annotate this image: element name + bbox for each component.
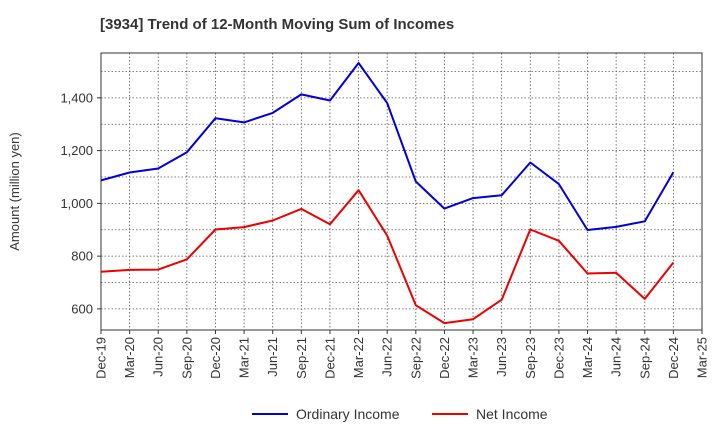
- y-ticks: 600 800 1,000 1,200 1,400: [60, 90, 101, 316]
- x-tick-label: Dec-20: [208, 337, 223, 379]
- x-tick-label: Mar-21: [237, 337, 252, 378]
- x-tick-label: Mar-24: [580, 337, 595, 378]
- grid-lines: [101, 53, 702, 330]
- x-tick-label: Jun-24: [609, 337, 624, 377]
- chart-title: [3934] Trend of 12-Month Moving Sum of I…: [100, 16, 455, 33]
- legend-swatch-net-income: [432, 413, 468, 415]
- x-tick-label: Jun-21: [265, 337, 280, 377]
- y-axis-label: Amount (million yen): [7, 132, 22, 251]
- x-tick-label: Mar-20: [122, 337, 137, 378]
- x-tick-label: Sep-23: [523, 337, 538, 379]
- x-tick-label: Mar-25: [695, 337, 710, 378]
- plot-frame: [100, 52, 703, 331]
- x-tick-label: Dec-24: [666, 337, 681, 379]
- y-tick-label: 1,000: [60, 196, 93, 211]
- legend-label-ordinary-income: Ordinary Income: [296, 406, 400, 422]
- x-tick-label: Dec-19: [94, 337, 109, 379]
- x-tick-label: Jun-20: [151, 337, 166, 377]
- legend-item-ordinary-income: Ordinary Income: [252, 406, 399, 422]
- x-tick-label: Dec-22: [437, 337, 452, 379]
- series-lines: [100, 62, 675, 325]
- y-tick-label: 800: [71, 249, 93, 264]
- x-tick-label: Dec-23: [551, 337, 566, 379]
- x-tick-label: Sep-24: [637, 337, 652, 379]
- legend: Ordinary Income Net Income: [0, 400, 720, 430]
- x-tick-label: Mar-22: [351, 337, 366, 378]
- x-tick-label: Dec-21: [322, 337, 337, 379]
- y-tick-label: 1,400: [60, 90, 93, 105]
- y-tick-label: 600: [71, 301, 93, 316]
- x-tick-label: Jun-23: [494, 337, 509, 377]
- legend-item-net-income: Net Income: [432, 406, 548, 422]
- x-tick-label: Sep-20: [179, 337, 194, 379]
- series-line-net-income: [100, 189, 675, 325]
- x-tick-label: Mar-23: [466, 337, 481, 378]
- x-tick-label: Sep-22: [408, 337, 423, 379]
- x-tick-label: Jun-22: [380, 337, 395, 377]
- x-ticks: Dec-19 Mar-20 Jun-20 Sep-20 Dec-20 Mar-21 Jun-…: [94, 330, 710, 379]
- legend-swatch-ordinary-income: [252, 413, 288, 415]
- x-tick-label: Sep-21: [294, 337, 309, 379]
- y-tick-label: 1,200: [60, 143, 93, 158]
- series-line-ordinary-income: [100, 62, 675, 231]
- legend-label-net-income: Net Income: [476, 406, 548, 422]
